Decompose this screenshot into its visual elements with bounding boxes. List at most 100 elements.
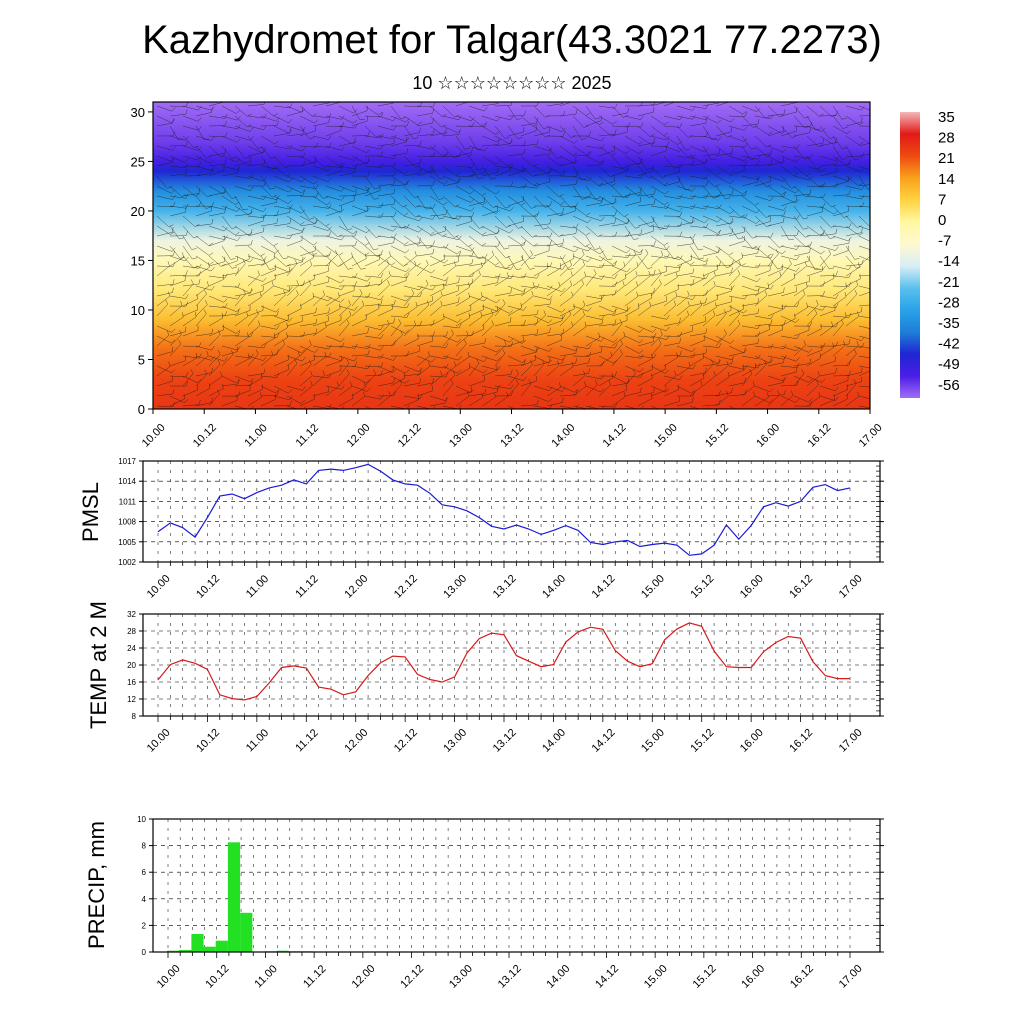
wind-barb [481,103,498,107]
wind-barb-flag [809,401,813,407]
wind-barb-flag [510,207,514,212]
wind-barb-flag [749,369,753,374]
wind-barb-flag [510,316,512,322]
wind-barb [793,294,806,307]
wind-barb [845,381,862,387]
wind-barb-flag [273,253,276,259]
wind-barb [325,195,342,201]
wind-barb [832,175,849,182]
wind-barb-flag [557,360,560,366]
wind-barb [325,386,339,397]
wind-barb [403,365,420,372]
wind-barb-flag [289,128,291,134]
wind-barb [481,210,498,217]
wind-barb-flag [705,259,708,265]
wind-barb [338,398,354,407]
wind-barb-flag [294,359,298,364]
wind-barb [832,296,847,307]
wind-barb-flag [679,255,683,260]
wind-barb [195,313,207,327]
wind-barb-flag [614,129,617,135]
wind-barb-flag [445,331,449,337]
wind-barb [416,245,434,247]
wind-barb [585,164,602,167]
wind-barb [377,143,394,147]
wind-barb-flag [597,234,603,237]
wind-barb-flag [809,154,813,159]
wind-barb [728,324,741,337]
wind-barb-flag [326,201,331,206]
wind-barb [533,332,550,337]
wind-barb [377,308,393,317]
wind-barb [169,155,185,163]
wind-barb-flag [172,118,174,124]
wind-barb [858,153,870,157]
wind-barb [559,314,572,327]
wind-barb-flag [480,262,483,268]
wind-barb-flag [581,279,585,285]
wind-barb [221,245,231,260]
wind-barb-flag [406,136,408,142]
wind-barb [260,394,278,397]
wind-barb [468,105,485,112]
wind-barb [234,390,251,397]
wind-barb [533,267,549,277]
wind-barb [676,105,693,111]
wind-barb-flag [533,182,539,186]
wind-barb [819,245,836,251]
wind-barb-flag [729,180,734,184]
wind-barb [169,205,186,209]
wind-barb-flag [505,206,511,209]
wind-barb [442,245,458,255]
wind-barb [208,212,225,217]
wind-barb-flag [193,145,199,148]
wind-barb-flag [507,163,512,167]
wind-barb [234,358,250,367]
wind-barb [715,115,731,123]
wind-barb-flag [341,122,345,127]
wind-barb [832,135,843,150]
wind-barb-flag [842,340,846,346]
wind-barb-flag [795,318,800,323]
wind-barb-flag [237,379,240,385]
wind-barb-flag [599,250,604,255]
wind-barb-flag [607,258,613,260]
wind-barb-flag [718,358,721,364]
wind-barb [221,313,238,317]
wind-barb-flag [510,288,512,294]
wind-barb [468,165,479,179]
wind-barb-flag [587,219,592,223]
wind-barb-flag [610,351,613,357]
wind-barb-flag [168,291,170,297]
wind-barb-flag [380,325,384,330]
wind-barb-flag [835,110,838,116]
wind-barb-flag [835,159,838,165]
x-tick-label: 13.00 [441,727,469,755]
wind-barb [702,195,720,197]
wind-barb [702,252,719,257]
wind-barb [624,335,640,344]
wind-barb [377,135,394,140]
wind-barb [481,135,497,143]
wind-barb [182,135,195,148]
wind-barb [468,201,485,207]
wind-barb [611,145,627,154]
wind-barb [559,145,573,156]
wind-barb [533,215,544,230]
wind-barb [585,273,597,287]
wind-barb [650,255,667,259]
wind-barb [338,155,355,161]
wind-barb [468,215,480,229]
wind-barb-flag [841,117,847,120]
wind-barb [338,373,350,387]
wind-barb-flag [393,153,397,159]
wind-barb [299,250,316,257]
x-tick-label: 12.00 [350,963,378,991]
wind-barb-flag [250,174,254,179]
wind-barb [390,334,403,347]
wind-barb [234,205,249,215]
wind-barb [455,385,471,394]
wind-barb [234,145,246,159]
wind-barb [234,161,251,167]
